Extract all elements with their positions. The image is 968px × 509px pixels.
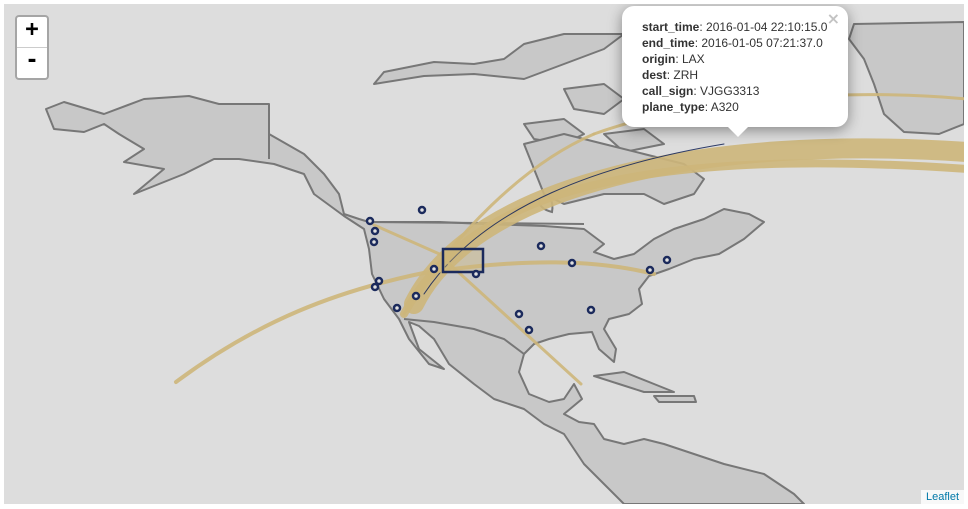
route-arc[interactable] bbox=[442, 257, 583, 386]
field-key: call_sign bbox=[642, 84, 694, 98]
route-arc[interactable] bbox=[423, 143, 725, 295]
field-key: dest bbox=[642, 68, 667, 82]
attribution-link[interactable]: Leaflet bbox=[920, 490, 964, 504]
airport-marker[interactable] bbox=[392, 303, 402, 313]
route-arc[interactable] bbox=[372, 223, 446, 258]
field-value: ZRH bbox=[673, 68, 699, 82]
popup-field-plane-type: plane_type: A320 bbox=[642, 100, 739, 114]
airport-marker[interactable] bbox=[471, 269, 481, 279]
zoom-in-button[interactable]: + bbox=[17, 17, 47, 48]
airport-marker[interactable] bbox=[514, 309, 524, 319]
close-icon[interactable]: × bbox=[826, 9, 840, 28]
airport-marker[interactable] bbox=[645, 265, 655, 275]
airport-marker[interactable] bbox=[429, 264, 439, 274]
us-mexico-border bbox=[403, 318, 525, 355]
airport-markers bbox=[365, 205, 672, 335]
field-key: plane_type bbox=[642, 100, 705, 114]
airport-marker[interactable] bbox=[369, 237, 379, 247]
popup-field-origin: origin: LAX bbox=[642, 52, 705, 66]
field-value: VJGG3313 bbox=[700, 84, 760, 98]
popup-field-end-time: end_time: 2016-01-05 07:21:37.0 bbox=[642, 36, 823, 50]
map[interactable]: + - × start_time: 2016-01-04 22:10:15.0 e… bbox=[4, 4, 964, 504]
popup-field-dest: dest: ZRH bbox=[642, 68, 699, 82]
popup-field-call-sign: call_sign: VJGG3313 bbox=[642, 84, 760, 98]
field-key: end_time bbox=[642, 36, 695, 50]
cuba bbox=[593, 371, 675, 393]
zoom-out-button[interactable]: - bbox=[25, 48, 39, 73]
zoom-control: + - bbox=[15, 15, 49, 80]
field-value: A320 bbox=[710, 100, 739, 114]
arctic-islands bbox=[373, 33, 665, 153]
us-canada-border bbox=[368, 221, 585, 225]
airport-marker[interactable] bbox=[524, 325, 534, 335]
route-arc[interactable] bbox=[436, 260, 656, 276]
popup-tip bbox=[726, 125, 750, 137]
airport-marker[interactable] bbox=[370, 282, 380, 292]
map-layer[interactable] bbox=[4, 4, 964, 504]
airport-marker[interactable] bbox=[365, 216, 375, 226]
field-value: LAX bbox=[682, 52, 705, 66]
airport-marker[interactable] bbox=[417, 205, 427, 215]
route-arc[interactable] bbox=[174, 267, 446, 384]
airport-marker[interactable] bbox=[567, 258, 577, 268]
airport-marker[interactable] bbox=[586, 305, 596, 315]
field-value: 2016-01-04 22:10:15.0 bbox=[706, 20, 828, 34]
airport-marker[interactable] bbox=[536, 241, 546, 251]
field-key: origin bbox=[642, 52, 676, 66]
route-arc[interactable] bbox=[402, 132, 596, 316]
hispaniola bbox=[653, 395, 697, 403]
airport-marker[interactable] bbox=[411, 291, 421, 301]
greenland bbox=[848, 21, 964, 135]
field-value: 2016-01-05 07:21:37.0 bbox=[701, 36, 823, 50]
flight-routes bbox=[174, 93, 964, 386]
selection-rectangle[interactable] bbox=[441, 247, 485, 274]
airport-marker[interactable] bbox=[374, 276, 384, 286]
airport-marker[interactable] bbox=[662, 255, 672, 265]
flight-popup: × start_time: 2016-01-04 22:10:15.0 end_t… bbox=[622, 6, 848, 137]
popup-field-start-time: start_time: 2016-01-04 22:10:15.0 bbox=[642, 20, 828, 34]
field-key: start_time bbox=[642, 20, 700, 34]
airport-marker[interactable] bbox=[370, 226, 380, 236]
